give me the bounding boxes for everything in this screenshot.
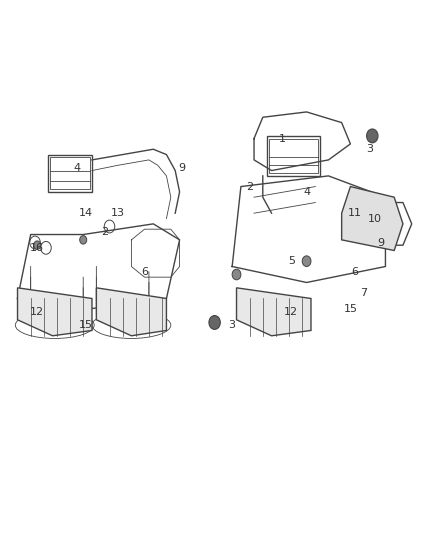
Text: 9: 9 <box>378 238 385 247</box>
Circle shape <box>302 256 311 266</box>
Polygon shape <box>237 288 311 336</box>
Text: 3: 3 <box>367 144 374 154</box>
Text: 3: 3 <box>229 320 236 330</box>
Text: 10: 10 <box>367 214 381 223</box>
Text: 15: 15 <box>78 320 92 330</box>
Circle shape <box>250 306 258 317</box>
Bar <box>48 155 92 192</box>
Text: 2: 2 <box>246 182 253 191</box>
Circle shape <box>80 236 87 244</box>
Polygon shape <box>18 288 92 336</box>
Bar <box>267 136 320 176</box>
Polygon shape <box>342 187 403 251</box>
Text: 6: 6 <box>141 267 148 277</box>
Circle shape <box>232 269 241 280</box>
Text: 1: 1 <box>279 134 286 143</box>
Text: 7: 7 <box>360 288 367 298</box>
Text: 4: 4 <box>303 187 310 197</box>
Text: 13: 13 <box>111 208 125 218</box>
Polygon shape <box>96 288 166 336</box>
Text: 9: 9 <box>178 163 185 173</box>
Circle shape <box>367 129 378 143</box>
Bar <box>50 157 90 189</box>
Bar <box>269 139 318 173</box>
Text: 5: 5 <box>288 256 295 266</box>
Text: 14: 14 <box>78 208 92 218</box>
Text: 16: 16 <box>30 243 44 253</box>
Text: 4: 4 <box>73 163 80 173</box>
Text: 12: 12 <box>30 307 44 317</box>
Text: 2: 2 <box>102 227 109 237</box>
Circle shape <box>209 316 220 329</box>
Text: 6: 6 <box>351 267 358 277</box>
Text: 15: 15 <box>343 304 357 314</box>
Circle shape <box>32 310 39 319</box>
Circle shape <box>34 241 41 249</box>
Text: 12: 12 <box>284 307 298 317</box>
Text: 11: 11 <box>348 208 362 218</box>
Circle shape <box>106 310 113 319</box>
